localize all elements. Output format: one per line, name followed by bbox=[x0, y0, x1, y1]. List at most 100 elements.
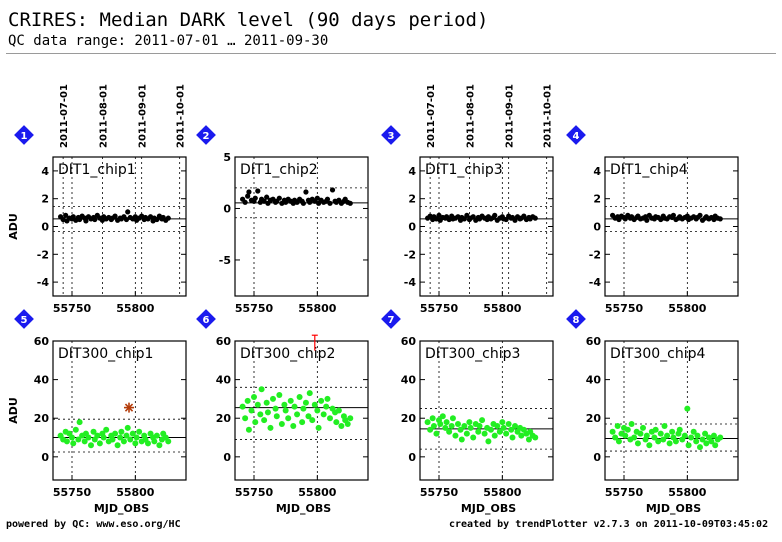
data-point bbox=[96, 440, 103, 447]
data-point bbox=[309, 417, 316, 424]
data-point bbox=[314, 407, 321, 414]
panel-label: DIT1_chip3 bbox=[425, 162, 503, 178]
data-point bbox=[492, 212, 498, 218]
data-point bbox=[644, 217, 650, 223]
plot-frame bbox=[52, 340, 187, 481]
y-tick-label: 0 bbox=[223, 451, 231, 464]
data-point bbox=[344, 421, 351, 428]
y-tick-label: 0 bbox=[223, 202, 231, 215]
data-point bbox=[252, 419, 259, 426]
data-point bbox=[446, 428, 453, 435]
y-tick-label: 40 bbox=[216, 374, 232, 387]
data-point bbox=[327, 415, 333, 422]
data-point bbox=[263, 399, 270, 406]
data-point bbox=[252, 195, 258, 201]
data-point bbox=[127, 436, 134, 443]
data-point bbox=[300, 200, 306, 206]
data-point bbox=[643, 432, 650, 439]
data-point bbox=[347, 200, 353, 206]
data-point bbox=[315, 424, 322, 431]
y-tick-label: -4 bbox=[589, 276, 602, 289]
y-tick-label: -2 bbox=[589, 248, 601, 261]
data-point bbox=[329, 187, 336, 193]
data-point bbox=[338, 422, 345, 429]
data-point bbox=[320, 411, 327, 418]
y-tick-label: 4 bbox=[41, 165, 49, 178]
data-point bbox=[294, 411, 301, 418]
plot-frame bbox=[604, 340, 739, 481]
data-point bbox=[532, 215, 538, 221]
data-point bbox=[305, 413, 312, 420]
data-point bbox=[676, 426, 683, 433]
data-point bbox=[433, 430, 440, 437]
data-point bbox=[669, 428, 676, 435]
x-tick-label: 55800 bbox=[483, 302, 522, 315]
data-point bbox=[112, 213, 118, 219]
panel-number-marker bbox=[566, 309, 586, 329]
data-point bbox=[697, 212, 703, 218]
data-point bbox=[710, 432, 717, 439]
data-point bbox=[264, 409, 271, 416]
data-point bbox=[499, 419, 506, 426]
data-point bbox=[242, 199, 248, 205]
data-point bbox=[694, 432, 701, 439]
data-point bbox=[448, 422, 455, 429]
panel-number-marker bbox=[381, 125, 401, 145]
data-point bbox=[151, 438, 158, 445]
data-point bbox=[509, 434, 516, 441]
panel-number-label: 1 bbox=[21, 131, 28, 142]
panel-number-label: 2 bbox=[203, 131, 210, 142]
data-point bbox=[690, 428, 697, 435]
y-tick-label: 60 bbox=[586, 335, 602, 348]
data-point bbox=[347, 415, 354, 422]
y-tick-label: 4 bbox=[408, 165, 416, 178]
data-point bbox=[118, 428, 125, 435]
data-point bbox=[666, 440, 673, 447]
y-tick-label: 2 bbox=[593, 193, 601, 206]
date-tick-label: 2011-10-01 bbox=[176, 84, 187, 148]
x-tick-label: 55800 bbox=[298, 486, 337, 499]
data-point bbox=[83, 218, 89, 224]
data-point bbox=[70, 440, 77, 447]
data-point bbox=[622, 432, 629, 439]
data-point bbox=[475, 428, 482, 435]
y-tick-label: -2 bbox=[404, 248, 416, 261]
x-tick-label: 55800 bbox=[668, 486, 707, 499]
data-point bbox=[103, 426, 110, 433]
panel-number-label: 5 bbox=[21, 315, 28, 326]
date-tick-label: 2011-09-01 bbox=[505, 84, 516, 148]
y-tick-label: 20 bbox=[34, 412, 50, 425]
data-point bbox=[165, 215, 171, 221]
panel-label: DIT300_chip4 bbox=[610, 346, 706, 362]
data-point bbox=[100, 434, 107, 441]
y-tick-label: 20 bbox=[216, 412, 232, 425]
page-title: CRIRES: Median DARK level (90 days perio… bbox=[8, 9, 489, 31]
panel-number-marker bbox=[196, 309, 216, 329]
y-axis-label: ADU bbox=[7, 397, 20, 424]
data-point bbox=[681, 432, 688, 439]
data-point bbox=[75, 436, 82, 443]
data-point bbox=[246, 189, 252, 195]
x-axis-label: MJD_OBS bbox=[276, 502, 331, 515]
data-point bbox=[491, 432, 498, 439]
y-tick-label: 0 bbox=[41, 221, 49, 234]
data-point bbox=[258, 386, 265, 393]
data-point bbox=[63, 212, 69, 218]
panel-label: DIT300_chip1 bbox=[58, 346, 153, 362]
data-point bbox=[449, 415, 456, 422]
data-point bbox=[278, 421, 285, 428]
x-tick-label: 55750 bbox=[420, 486, 459, 499]
data-point bbox=[335, 407, 342, 414]
data-point bbox=[427, 426, 434, 433]
data-point bbox=[239, 403, 246, 410]
x-tick-label: 55800 bbox=[483, 486, 522, 499]
data-point bbox=[153, 432, 160, 439]
data-point bbox=[430, 422, 437, 429]
data-point bbox=[461, 422, 468, 429]
data-point bbox=[114, 442, 121, 449]
data-point bbox=[487, 426, 494, 433]
x-axis-label: MJD_OBS bbox=[94, 502, 149, 515]
data-point bbox=[470, 434, 477, 441]
data-point bbox=[311, 401, 318, 408]
